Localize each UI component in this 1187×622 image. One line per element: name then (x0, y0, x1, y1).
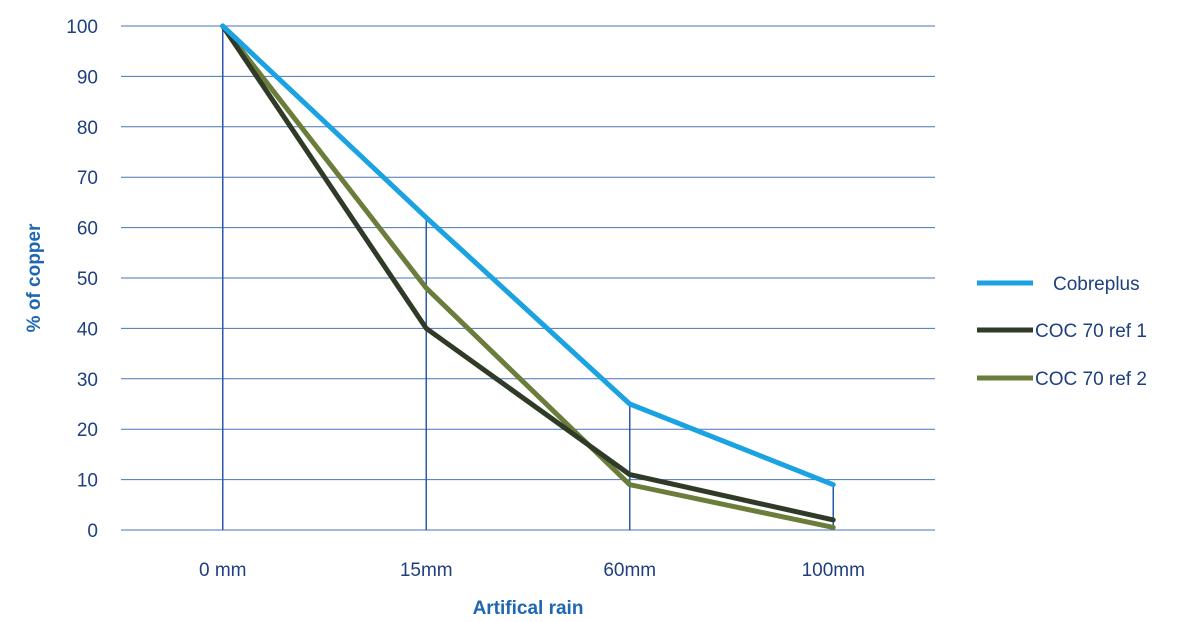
y-tick-labels: 0 10 20 30 40 50 60 70 80 90 100 (66, 17, 98, 542)
gridlines (121, 25, 935, 531)
x-tick-labels: 0 mm 15mm 60mm 100mm (199, 560, 865, 581)
series-line (220, 23, 836, 523)
y-tick-label: 20 (77, 420, 98, 441)
y-tick-label: 0 (87, 521, 98, 542)
legend-label: COC 70 ref 1 (1035, 321, 1147, 342)
legend-label: Cobreplus (1053, 274, 1140, 295)
x-tick-label: 100mm (802, 560, 865, 581)
y-tick-label: 90 (77, 67, 98, 88)
y-tick-label: 10 (77, 471, 98, 492)
series-line (220, 23, 836, 488)
y-tick-label: 40 (77, 319, 98, 340)
y-axis-title: % of copper (24, 223, 45, 332)
x-tick-label: 0 mm (199, 560, 247, 581)
legend: Cobreplus COC 70 ref 1 COC 70 ref 2 (977, 274, 1147, 390)
y-tick-label: 100 (66, 17, 98, 38)
x-tick-label: 15mm (400, 560, 453, 581)
y-tick-label: 70 (77, 168, 98, 189)
series-lines (220, 23, 836, 530)
x-axis-title: Artifical rain (473, 598, 584, 619)
y-tick-label: 50 (77, 269, 98, 290)
y-tick-label: 80 (77, 118, 98, 139)
y-tick-label: 60 (77, 219, 98, 240)
legend-label: COC 70 ref 2 (1035, 369, 1147, 390)
series-line (220, 23, 836, 530)
y-tick-label: 30 (77, 370, 98, 391)
x-tick-label: 60mm (603, 560, 656, 581)
drop-lines (222, 26, 834, 530)
